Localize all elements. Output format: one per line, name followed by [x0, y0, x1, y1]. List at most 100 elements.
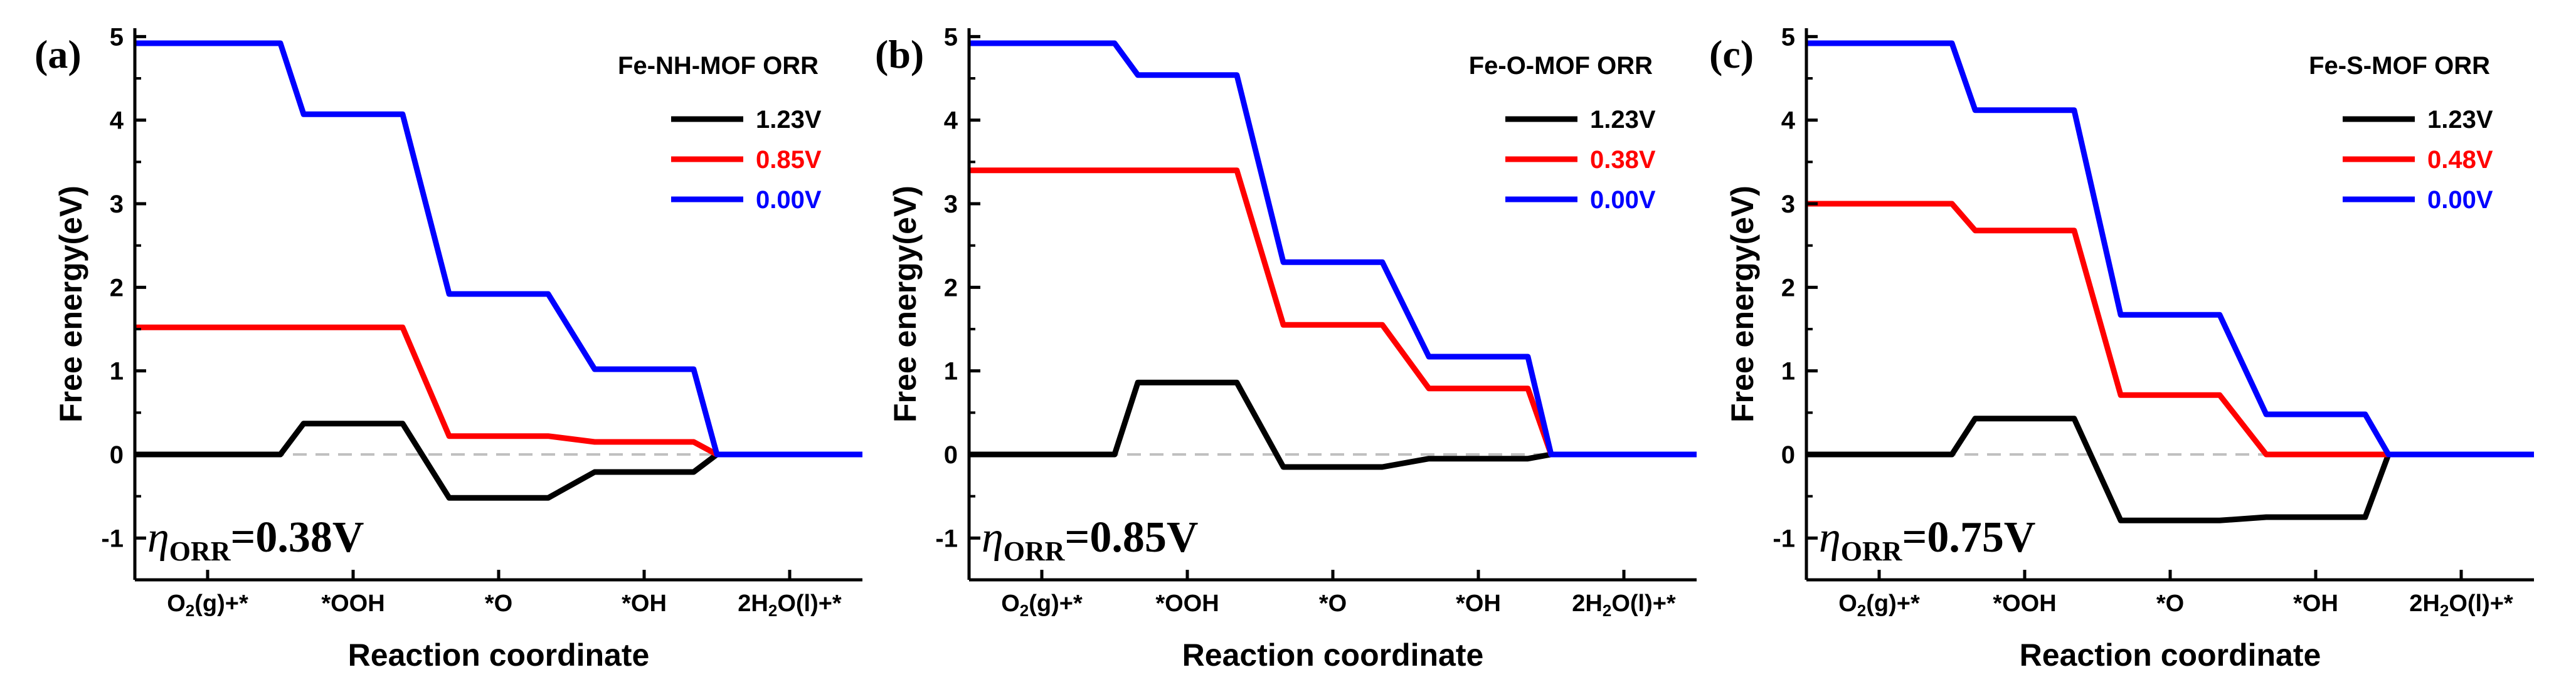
legend-label: 0.38V: [1590, 146, 1656, 174]
legend-entry: 0.00V: [1505, 186, 1656, 214]
chart-panel-3: -1 0 1 2 3 4 5 O2(g)+* *OOH *O *OH 2H2O(l)+* Reactio…: [1709, 23, 2534, 673]
chart-title: Fe-NH-MOF ORR: [618, 52, 819, 80]
x-axis-title: Reaction coordinate: [2020, 637, 2321, 673]
legend-label: 0.48V: [2427, 146, 2493, 174]
overpotential-annotation: ηORR=0.75V: [1819, 513, 2035, 567]
y-tick: 1: [110, 328, 146, 386]
series-line-000V: [135, 40, 862, 458]
panel-label: (b): [875, 32, 924, 76]
x-tick-label: *OH: [622, 590, 667, 617]
panel-label: (c): [1709, 32, 1754, 76]
legend-entry: 1.23V: [671, 106, 822, 134]
y-tick-label: 3: [110, 191, 124, 218]
series-line-123V: [135, 421, 862, 501]
y-tick: 0: [1781, 411, 1818, 469]
y-tick-label: 2: [944, 274, 958, 302]
y-tick: 0: [944, 411, 980, 469]
legend-entry: 0.38V: [1505, 146, 1656, 174]
x-tick-label: *OOH: [1993, 590, 2056, 617]
legend-entry: 0.00V: [2343, 186, 2493, 214]
y-tick: -1: [1773, 495, 1818, 552]
y-tick: 1: [1781, 328, 1818, 386]
series-line-048V: [1806, 201, 2534, 458]
y-tick-label: 3: [944, 191, 958, 218]
y-tick: 4: [110, 77, 146, 135]
y-tick-label: 3: [1781, 191, 1795, 218]
x-tick-label: *O: [2156, 590, 2184, 617]
y-axis-title: Free energy(eV): [888, 186, 923, 422]
x-axis-title: Reaction coordinate: [1182, 637, 1484, 673]
y-tick: 5: [110, 23, 146, 51]
y-tick-label: 1: [110, 358, 124, 386]
x-tick-label: *OH: [1456, 590, 1501, 617]
x-axis-title: Reaction coordinate: [348, 637, 650, 673]
chart-title: Fe-S-MOF ORR: [2309, 52, 2490, 80]
x-tick-label: O2(g)+*: [167, 590, 248, 620]
y-tick: 0: [110, 411, 146, 469]
y-tick-label: 5: [944, 23, 958, 51]
y-tick: 4: [944, 77, 980, 135]
y-tick-label: 2: [110, 274, 124, 302]
x-tick-label: 2H2O(l)+*: [2409, 590, 2513, 620]
legend-label: 1.23V: [2427, 106, 2493, 134]
x-tick-label: *O: [485, 590, 512, 617]
legend-label: 0.85V: [756, 146, 822, 174]
x-tick-label: O2(g)+*: [1838, 590, 1920, 620]
y-tick: 3: [1781, 160, 1818, 218]
overpotential-annotation: ηORR=0.38V: [147, 513, 364, 567]
series-line-038V: [969, 167, 1697, 458]
y-tick-label: 2: [1781, 274, 1795, 302]
legend-label: 0.00V: [756, 186, 822, 214]
chart-title: Fe-O-MOF ORR: [1469, 52, 1653, 80]
chart-panel-1: -1 0 1 2 3 4 5 O2(g)+* *OOH *O *OH 2H2O(l)+* Reactio…: [34, 23, 862, 673]
legend-label: 0.00V: [1590, 186, 1656, 214]
y-tick: -1: [935, 495, 980, 552]
legend-entry: 0.48V: [2343, 146, 2493, 174]
y-tick-label: 1: [1781, 358, 1795, 386]
y-tick: 1: [944, 328, 980, 386]
x-tick-label: O2(g)+*: [1001, 590, 1083, 620]
legend-entry: 1.23V: [1505, 106, 1656, 134]
y-tick: 5: [944, 23, 980, 51]
y-tick-label: 4: [944, 107, 958, 135]
y-tick: 4: [1781, 77, 1818, 135]
legend-label: 1.23V: [1590, 106, 1656, 134]
legend-entry: 1.23V: [2343, 106, 2493, 134]
series-line-085V: [135, 324, 862, 458]
series-line-000V: [1806, 40, 2534, 458]
y-tick-label: -1: [1773, 525, 1795, 552]
y-tick-label: -1: [935, 525, 958, 552]
y-tick: -1: [101, 495, 146, 552]
y-tick-label: 0: [944, 441, 958, 469]
y-tick-label: 0: [110, 441, 124, 469]
x-tick-label: 2H2O(l)+*: [738, 590, 842, 620]
y-tick: 2: [944, 244, 980, 302]
y-axis-title: Free energy(eV): [53, 186, 88, 422]
panel-label: (a): [34, 32, 82, 76]
x-tick-label: 2H2O(l)+*: [1572, 590, 1676, 620]
y-axis-title: Free energy(eV): [1725, 186, 1760, 422]
y-tick-label: 4: [110, 107, 124, 135]
y-tick: 2: [110, 244, 146, 302]
x-tick-label: *OOH: [1155, 590, 1219, 617]
y-tick-label: 4: [1781, 107, 1796, 135]
series-line-123V: [1806, 416, 2534, 523]
legend-label: 0.00V: [2427, 186, 2493, 214]
y-tick-label: 0: [1781, 441, 1795, 469]
y-tick-label: 1: [944, 358, 958, 386]
series-line-123V: [969, 379, 1697, 470]
legend-label: 1.23V: [756, 106, 822, 134]
y-tick-label: -1: [101, 525, 124, 552]
y-tick: 5: [1781, 23, 1818, 51]
y-tick: 2: [1781, 244, 1818, 302]
legend-entry: 0.85V: [671, 146, 822, 174]
y-tick: 3: [944, 160, 980, 218]
x-tick-label: *OOH: [321, 590, 384, 617]
legend-entry: 0.00V: [671, 186, 822, 214]
y-tick-label: 5: [110, 23, 124, 51]
overpotential-annotation: ηORR=0.85V: [982, 513, 1198, 567]
x-tick-label: *O: [1319, 590, 1347, 617]
y-tick-label: 5: [1781, 23, 1795, 51]
chart-panel-2: -1 0 1 2 3 4 5 O2(g)+* *OOH *O *OH 2H2O(l)+* Reactio…: [875, 23, 1697, 673]
